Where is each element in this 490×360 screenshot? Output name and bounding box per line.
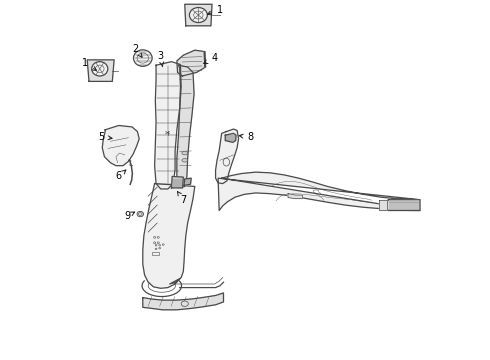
Polygon shape <box>387 200 420 211</box>
Polygon shape <box>288 194 302 199</box>
Polygon shape <box>143 293 223 310</box>
Polygon shape <box>177 65 194 188</box>
Text: 6: 6 <box>116 170 126 181</box>
Polygon shape <box>143 184 195 288</box>
Text: 9: 9 <box>124 211 135 221</box>
Ellipse shape <box>137 211 144 217</box>
Text: 7: 7 <box>177 192 186 205</box>
Polygon shape <box>184 178 191 185</box>
Polygon shape <box>225 134 236 142</box>
Text: 5: 5 <box>98 132 112 142</box>
Polygon shape <box>218 172 420 211</box>
Ellipse shape <box>182 151 188 155</box>
Text: 1: 1 <box>207 5 223 15</box>
Text: 8: 8 <box>239 132 253 142</box>
Text: 1: 1 <box>82 58 97 70</box>
Ellipse shape <box>181 301 188 306</box>
Polygon shape <box>155 62 181 189</box>
Polygon shape <box>216 129 239 184</box>
Polygon shape <box>172 176 183 188</box>
Polygon shape <box>102 126 139 166</box>
Bar <box>152 252 159 255</box>
Ellipse shape <box>133 50 152 66</box>
Text: 2: 2 <box>132 44 142 57</box>
Polygon shape <box>87 60 114 81</box>
Ellipse shape <box>190 8 207 23</box>
Ellipse shape <box>182 158 188 162</box>
Text: 3: 3 <box>158 51 164 67</box>
Text: 4: 4 <box>204 53 218 63</box>
Ellipse shape <box>92 62 108 76</box>
Polygon shape <box>185 4 212 26</box>
Polygon shape <box>204 51 205 67</box>
Polygon shape <box>379 200 387 211</box>
Polygon shape <box>177 50 205 76</box>
